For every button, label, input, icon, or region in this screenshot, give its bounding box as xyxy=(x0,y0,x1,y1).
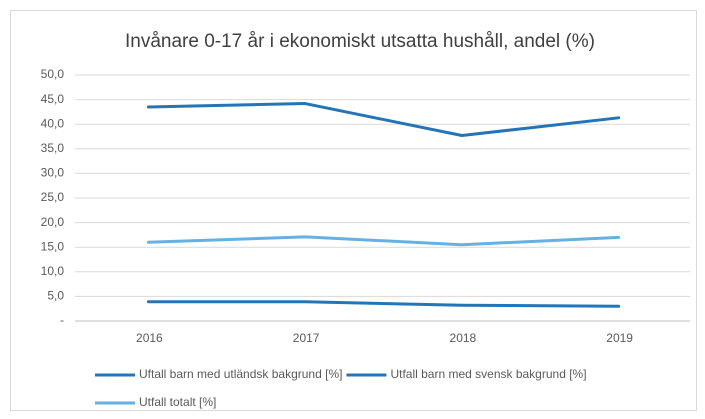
x-tick-label: 2016 xyxy=(136,331,163,345)
series-line xyxy=(146,300,621,308)
x-tick-label: 2018 xyxy=(450,331,477,345)
legend-label: Uftall barn med utländsk bakgrund [%] xyxy=(139,367,342,381)
x-tick-label: 2019 xyxy=(606,331,633,345)
x-tick-label: 2017 xyxy=(293,331,320,345)
y-tick-label: 15,0 xyxy=(41,239,65,253)
y-tick-label: 45,0 xyxy=(41,92,65,106)
y-tick-label: 40,0 xyxy=(41,116,65,130)
y-tick-label: 50,0 xyxy=(41,67,65,81)
series-line xyxy=(146,235,621,247)
y-tick-label: 30,0 xyxy=(41,166,65,180)
y-tick-label: 20,0 xyxy=(41,215,65,229)
y-tick-label: 35,0 xyxy=(41,141,65,155)
y-tick-label: 10,0 xyxy=(41,264,65,278)
series-line xyxy=(146,102,621,138)
y-tick-label: 5,0 xyxy=(47,289,64,303)
legend-label: Utfall barn med svensk bakgrund [%] xyxy=(390,367,586,381)
legend-label: Utfall totalt [%] xyxy=(139,395,216,409)
y-tick-label: - xyxy=(60,313,64,327)
chart-border xyxy=(10,10,697,411)
y-tick-label: 25,0 xyxy=(41,190,65,204)
chart-title: Invånare 0-17 år i ekonomiskt utsatta hu… xyxy=(125,31,595,52)
